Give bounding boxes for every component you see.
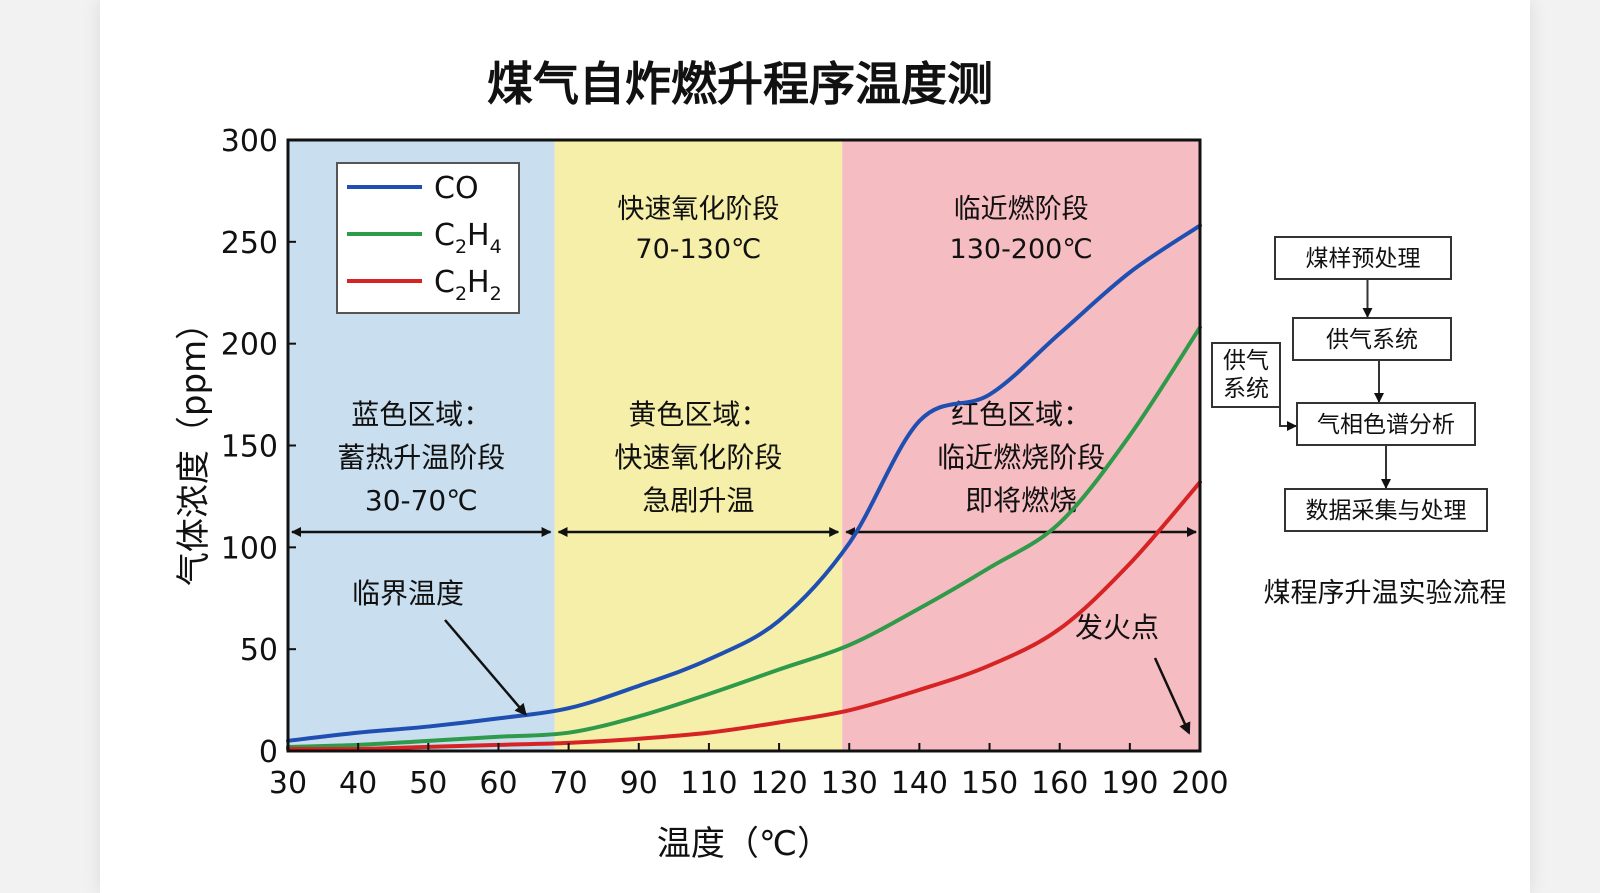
zone-red-desc-1: 临近燃烧阶段: [937, 441, 1105, 474]
x-tick-label-190: 190: [1101, 766, 1158, 801]
legend-c2h4-main: C: [434, 218, 455, 253]
flow-step-label-1: 供气系统: [1326, 327, 1418, 353]
x-tick-label-150: 150: [961, 766, 1018, 801]
y-tick-label-100: 100: [221, 531, 278, 566]
x-tick-label-90: 90: [620, 766, 658, 801]
zone-yellow-desc-2: 急剧升温: [642, 484, 754, 517]
flow-caption: 煤程序升温实验流程: [1264, 578, 1507, 609]
flow-step-box-1: [1292, 317, 1452, 361]
legend-c2h4-sub1: 2: [455, 236, 467, 258]
legend-label-c2h2: C2H2: [434, 265, 502, 305]
zone-yellow-desc-1: 快速氧化阶段: [614, 441, 782, 474]
x-tick-label-60: 60: [479, 766, 517, 801]
flow-side-box-label-1: 系统: [1223, 376, 1269, 402]
annotation-critical-arrow: [444, 619, 527, 716]
x-tick-label-70: 70: [550, 766, 588, 801]
x-tick-label-160: 160: [1031, 766, 1088, 801]
zone-red-desc-2: 即将燃烧: [965, 484, 1077, 517]
y-axis-label: 气体浓度（ppm）: [174, 306, 214, 586]
legend-c2h4-sub2: 4: [490, 236, 502, 258]
legend-label-co: CO: [434, 171, 479, 206]
zone-yellow: [554, 140, 843, 751]
zone-yellow-desc-0: 黄色区域：: [628, 398, 768, 431]
flow-step-box-3: [1284, 488, 1488, 532]
y-tick-label-200: 200: [221, 328, 278, 363]
y-tick-label-0: 0: [259, 735, 278, 770]
legend-label-c2h4: C2H4: [434, 218, 502, 258]
series-line-co: [286, 223, 1202, 743]
zone-yellow-title-1: 70-130℃: [635, 234, 761, 265]
flow-step-label-0: 煤样预处理: [1306, 246, 1421, 272]
x-tick-label-30: 30: [269, 766, 307, 801]
flow-side-box-label-0: 供气: [1223, 348, 1269, 374]
x-tick-label-140: 140: [891, 766, 948, 801]
x-tick-label-120: 120: [750, 766, 807, 801]
flow-step-label-2: 气相色谱分析: [1317, 412, 1455, 438]
legend-c2h2-main: C: [434, 265, 455, 300]
x-tick-label-50: 50: [409, 766, 447, 801]
y-tick-label-250: 250: [221, 226, 278, 261]
series-line-c2h2: [286, 480, 1202, 752]
legend-c2h2-mid: H: [467, 265, 490, 300]
x-tick-label-130: 130: [821, 766, 878, 801]
zone-blue-desc-0: 蓝色区域：: [351, 398, 491, 431]
legend-c2h2-sub2: 2: [490, 283, 502, 305]
y-tick-label-50: 50: [240, 633, 278, 668]
flow-step-box-2: [1296, 402, 1476, 446]
flow-step-box-0: [1274, 236, 1452, 280]
y-tick-label-300: 300: [221, 124, 278, 159]
y-tick-label-150: 150: [221, 430, 278, 465]
flow-side-box: [1211, 342, 1281, 408]
zone-blue-desc-1: 蓄热升温阶段: [337, 441, 505, 474]
x-tick-label-200: 200: [1171, 766, 1228, 801]
x-tick-label-110: 110: [680, 766, 737, 801]
legend-co-main: CO: [434, 171, 479, 206]
flow-side-arrow: [1279, 400, 1297, 431]
annotation-ignition-label: 发火点: [1075, 611, 1159, 644]
zone-red-title-0: 临近燃阶段: [954, 194, 1089, 225]
chart-title: 煤气自炸燃升程序温度测: [487, 57, 993, 111]
flow-step-label-3: 数据采集与处理: [1306, 498, 1467, 524]
legend-c2h4-mid: H: [467, 218, 490, 253]
zone-blue-desc-2: 30-70℃: [365, 484, 478, 517]
zone-red-desc-0: 红色区域：: [951, 398, 1091, 431]
zone-yellow-title-0: 快速氧化阶段: [617, 194, 779, 225]
x-tick-label-40: 40: [339, 766, 377, 801]
x-axis-label: 温度（℃）: [657, 824, 831, 864]
annotation-critical-label: 临界温度: [352, 577, 464, 610]
series-line-c2h4: [286, 325, 1202, 749]
legend-c2h2-sub1: 2: [455, 283, 467, 305]
annotation-ignition-arrow: [1153, 657, 1191, 735]
zone-red-title-1: 130-200℃: [950, 234, 1093, 265]
